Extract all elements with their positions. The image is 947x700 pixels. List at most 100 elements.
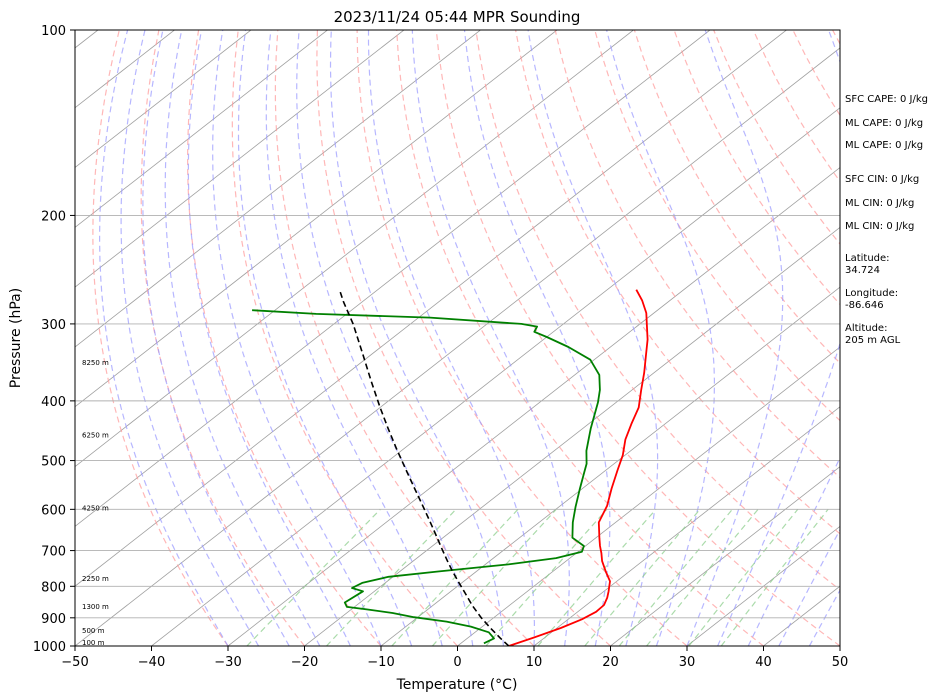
mixing-ratio-line <box>688 508 799 646</box>
stats-panel: SFC CAPE: 0 J/kg ML CAPE: 0 J/kg ML CAPE… <box>845 94 928 346</box>
mixing-ratio-line <box>584 508 701 646</box>
x-tick-label: 30 <box>679 655 696 670</box>
moist-adiabat-line <box>367 30 535 646</box>
y-tick-label: 600 <box>41 503 66 518</box>
height-label: 500 m <box>82 627 105 635</box>
isotherm-line <box>75 30 634 468</box>
isotherm-line <box>75 30 328 228</box>
mixing-ratio-line <box>646 508 759 646</box>
height-label: 8250 m <box>82 359 109 367</box>
height-label: 6250 m <box>82 431 109 439</box>
temperature-profile-line <box>508 289 649 646</box>
mixing-ratio-line <box>537 508 657 646</box>
mixing-ratio-line <box>246 508 381 646</box>
mixing-ratio-line <box>391 508 519 646</box>
x-axis-label: Temperature (°C) <box>396 677 518 693</box>
isotherm-line <box>151 107 840 646</box>
x-tick-label: 50 <box>832 655 849 670</box>
background-lines <box>75 30 840 646</box>
pressure-grid <box>75 30 840 646</box>
ml-cin-text-2: ML CIN: 0 J/kg <box>845 221 914 232</box>
mixing-ratio-line <box>618 508 733 646</box>
y-axis-label: Pressure (hPa) <box>8 288 24 388</box>
altitude-label: Altitude: <box>845 323 887 334</box>
ml-cape-text: ML CAPE: 0 J/kg <box>845 118 923 129</box>
series-layer <box>252 289 649 646</box>
isotherm-line <box>227 167 840 646</box>
isotherm-line <box>686 525 840 646</box>
height-label: 100 m <box>82 639 105 647</box>
dry-adiabat-line <box>396 30 764 646</box>
isotherm-line <box>75 30 558 408</box>
moist-adiabat-line <box>717 30 840 646</box>
x-tick-label: 0 <box>453 655 461 670</box>
x-tick-label: −50 <box>61 655 88 670</box>
ml-cape-text-2: ML CAPE: 0 J/kg <box>845 140 923 151</box>
moist-adiabat-line <box>265 30 443 646</box>
y-tick-label: 400 <box>41 395 66 410</box>
moist-adiabat-line <box>686 30 784 646</box>
x-tick-label: −10 <box>367 655 394 670</box>
dry-adiabat-line <box>92 30 229 646</box>
moist-adiabat-line <box>142 30 290 646</box>
dewpoint-profile-line <box>252 309 601 645</box>
latitude-value: 34.724 <box>845 265 880 276</box>
dry-adiabat-line <box>633 30 840 364</box>
isotherm-line <box>75 30 787 587</box>
dry-adiabat-line <box>140 30 305 646</box>
isotherm-line <box>75 47 840 646</box>
y-ticks: 100 200 300 400 500 600 700 800 900 1000 <box>33 24 75 655</box>
moist-adiabat-line <box>463 30 611 646</box>
y-tick-label: 300 <box>41 318 66 333</box>
moist-adiabat-line <box>296 30 474 646</box>
moist-adiabat-line <box>212 30 382 646</box>
ml-cin-text: ML CIN: 0 J/kg <box>845 198 914 209</box>
mixing-ratio-line <box>485 508 608 646</box>
sfc-cin-text: SFC CIN: 0 J/kg <box>845 174 919 185</box>
dry-adiabat-line <box>274 30 535 646</box>
moist-adiabat-line <box>164 30 321 646</box>
moist-adiabat-line <box>527 30 659 646</box>
y-tick-label: 1000 <box>33 640 66 655</box>
moist-adiabat-line <box>237 30 413 646</box>
x-ticks: −50 −40 −30 −20 −10 0 10 20 30 40 50 <box>61 646 848 670</box>
mixing-ratio-line <box>431 508 557 646</box>
isotherm-line <box>457 346 840 646</box>
parcel-profile-line <box>338 289 510 646</box>
isotherm-line <box>75 30 175 109</box>
y-tick-label: 700 <box>41 545 66 560</box>
isotherm-line <box>304 226 840 646</box>
y-tick-label: 100 <box>41 24 66 39</box>
isotherm-line <box>75 30 405 288</box>
x-tick-label: 10 <box>526 655 543 670</box>
dry-adiabat-line <box>231 30 458 646</box>
dry-adiabat-line <box>316 30 611 646</box>
moist-adiabat-line <box>329 30 504 646</box>
moist-adiabat-line <box>120 30 260 646</box>
chart-title: 2023/11/24 05:44 MPR Sounding <box>334 8 581 26</box>
height-label: 2250 m <box>82 575 109 583</box>
x-tick-label: −20 <box>291 655 318 670</box>
x-tick-label: −40 <box>138 655 165 670</box>
isotherm-line <box>75 30 481 348</box>
dry-adiabat-line <box>515 30 840 535</box>
moist-adiabat-line <box>606 30 715 646</box>
x-tick-label: 40 <box>755 655 772 670</box>
dry-adiabat-line <box>673 30 840 306</box>
isotherm-line <box>380 286 840 646</box>
height-label: 1300 m <box>82 603 109 611</box>
plot-frame <box>74 29 841 647</box>
x-tick-label: −30 <box>214 655 241 670</box>
moist-adiabat-line <box>411 30 570 646</box>
altitude-value: 205 m AGL <box>845 335 901 346</box>
sfc-cape-text: SFC CAPE: 0 J/kg <box>845 94 928 105</box>
isotherm-line <box>533 406 840 646</box>
y-tick-label: 200 <box>41 209 66 224</box>
y-tick-label: 500 <box>41 455 66 470</box>
isotherm-line <box>75 30 252 169</box>
dry-adiabat-line <box>475 30 840 591</box>
height-label: 4250 m <box>82 504 109 512</box>
dry-adiabat-line <box>594 30 840 422</box>
height-labels: 8250 m 6250 m 4250 m 2250 m 1300 m 500 m 100 m <box>82 359 109 647</box>
